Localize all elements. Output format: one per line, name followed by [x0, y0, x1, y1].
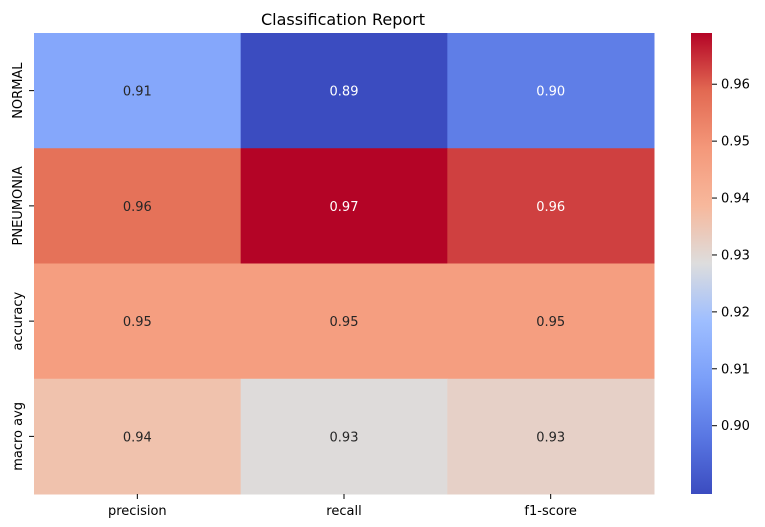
heatmap-cell	[447, 33, 655, 149]
y-tick-label: PNEUMONIA	[11, 166, 26, 245]
colorbar	[691, 33, 712, 494]
cell-annotation: 0.89	[330, 85, 359, 100]
cell-annotation: 0.95	[330, 315, 359, 330]
cell-annotation: 0.96	[123, 200, 152, 215]
x-tick-label: precision	[108, 504, 167, 519]
colorbar-tick-label: 0.92	[721, 305, 750, 320]
cell-annotation: 0.95	[123, 315, 152, 330]
colorbar-tick-label: 0.91	[721, 362, 750, 377]
y-tick-label: macro avg	[11, 402, 26, 471]
heatmap-cell	[447, 378, 655, 495]
cell-annotation: 0.97	[330, 200, 359, 215]
colorbar-tick-label: 0.94	[721, 192, 750, 207]
cell-annotation: 0.90	[536, 85, 565, 100]
cell-annotation: 0.93	[330, 430, 359, 445]
y-tick-label: accuracy	[11, 291, 26, 350]
colorbar-tick-label: 0.96	[721, 78, 750, 93]
colorbar-tick-label: 0.90	[721, 419, 750, 434]
heatmap-cell	[34, 33, 242, 149]
heatmap-cell	[34, 148, 242, 264]
x-tick-label: recall	[326, 504, 361, 519]
heatmap-cell	[240, 33, 448, 149]
heatmap-cell	[240, 148, 448, 264]
cell-annotation: 0.91	[123, 85, 152, 100]
heatmap-cell	[447, 148, 655, 264]
cell-annotation: 0.95	[536, 315, 565, 330]
heatmap-cell	[240, 263, 448, 380]
cell-annotation: 0.94	[123, 430, 152, 445]
heatmap-cell	[34, 263, 242, 380]
x-tick-label: f1-score	[524, 504, 576, 519]
cell-annotation: 0.96	[536, 200, 565, 215]
y-tick-label: NORMAL	[11, 62, 26, 119]
chart-title: Classification Report	[261, 10, 425, 29]
colorbar-tick-label: 0.95	[721, 135, 750, 150]
heatmap-cell	[34, 378, 242, 495]
cell-annotation: 0.93	[536, 430, 565, 445]
colorbar-tick-label: 0.93	[721, 248, 750, 263]
heatmap-cell	[447, 263, 655, 380]
heatmap-cell	[240, 378, 448, 495]
